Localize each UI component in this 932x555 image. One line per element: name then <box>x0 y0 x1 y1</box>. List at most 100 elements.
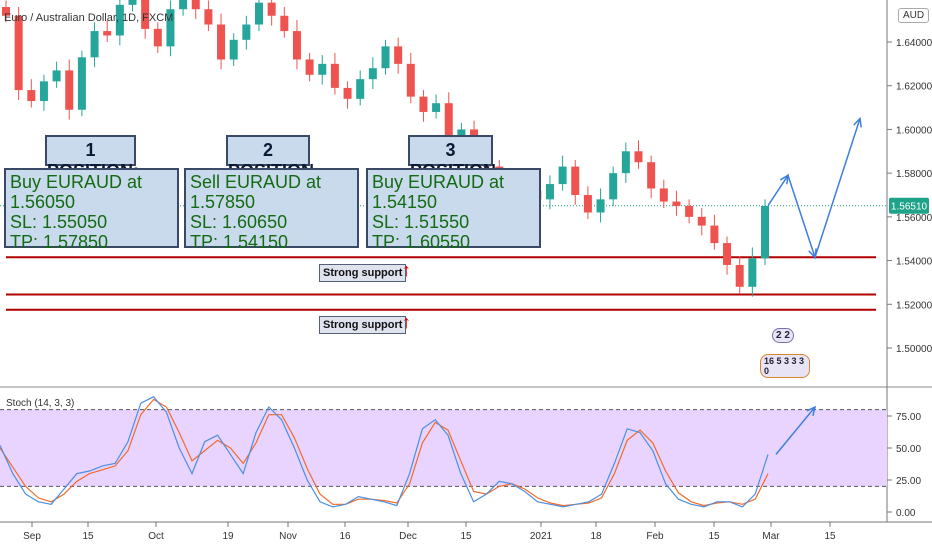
projection-path <box>767 118 861 260</box>
candle-body <box>368 68 377 80</box>
position-1-title: 1 POSITION: <box>45 135 139 181</box>
candle-body <box>659 188 668 202</box>
candle-body <box>280 15 289 32</box>
time-tick-label: 15 <box>708 531 720 542</box>
candle-body <box>710 225 719 244</box>
stoch-tick-label: 50.00 <box>896 444 921 455</box>
candle-body <box>647 162 656 189</box>
candle-body <box>571 166 580 195</box>
candle-body <box>343 87 352 99</box>
price-tick-label: 1.58000 <box>896 169 932 180</box>
candle-body <box>457 129 466 141</box>
position-3-box: Buy EURAUD at 1.54150 SL: 1.51550 TP: 1.… <box>366 168 541 252</box>
time-tick-label: Nov <box>279 531 297 542</box>
event-marker-row-2: 16 5 3 3 3 0 <box>760 354 810 378</box>
candle-body <box>432 103 441 112</box>
candle-body <box>609 173 618 200</box>
position-3-tp: TP: 1.60550 <box>372 232 471 252</box>
time-tick-label: 16 <box>339 531 351 542</box>
position-3-entry: Buy EURAUD at 1.54150 <box>372 172 505 212</box>
stoch-d-line <box>0 398 769 507</box>
candle-body <box>52 70 61 82</box>
projection-arrowhead <box>853 116 862 128</box>
stoch-tick-label: 25.00 <box>896 476 921 487</box>
price-tick-label: 1.60000 <box>896 125 932 136</box>
candle-body <box>697 216 706 226</box>
candle-body <box>381 46 390 69</box>
candle-body <box>444 103 453 141</box>
position-2-box: Sell EURAUD at 1.57850 SL: 1.60650 TP: 1… <box>184 168 359 252</box>
support-label-lower: Strong support <box>319 316 407 334</box>
candle-body <box>77 57 86 110</box>
time-tick-label: Dec <box>399 531 417 542</box>
position-2-sl: SL: 1.60650 <box>190 212 288 232</box>
price-tick-label: 1.50000 <box>896 344 932 355</box>
time-tick-label: Oct <box>148 531 164 542</box>
candle-body <box>318 63 327 75</box>
price-tick-label: 1.62000 <box>896 82 932 93</box>
candle-body <box>65 70 74 110</box>
candle-body <box>128 0 137 5</box>
currency-badge[interactable]: AUD <box>898 8 930 23</box>
position-1-entry: Buy EURAUD at 1.56050 <box>10 172 143 212</box>
candle-body <box>406 63 415 97</box>
current-price-marker <box>889 197 929 214</box>
time-tick-label: 15 <box>824 531 836 542</box>
candle-body <box>735 264 744 287</box>
candle-body <box>545 184 554 200</box>
candle-body <box>27 90 36 102</box>
candle-body <box>596 199 605 213</box>
event-markers[interactable]: 2 2 16 5 3 3 3 0 <box>760 328 810 384</box>
candle-body <box>394 46 403 64</box>
candle-body <box>2 7 10 16</box>
candle-body <box>242 24 251 40</box>
candle-body <box>558 166 567 185</box>
support-arrow-up-icon: ↑ <box>402 312 411 332</box>
candle-body <box>191 0 200 10</box>
candle-body <box>255 2 263 25</box>
candle-body <box>90 31 99 58</box>
candle-body <box>292 31 301 60</box>
position-1-sl: SL: 1.55050 <box>10 212 108 232</box>
candle-body <box>103 31 112 36</box>
candle-body <box>204 9 213 25</box>
position-1-box: Buy EURAUD at 1.56050 SL: 1.55050 TP: 1.… <box>4 168 179 252</box>
stoch-k-line <box>0 396 769 508</box>
time-tick-label: 15 <box>82 531 94 542</box>
candle-body <box>761 205 769 259</box>
support-arrow-up-icon: ↑ <box>402 260 411 280</box>
time-tick-label: Feb <box>646 531 664 542</box>
event-marker-row-1: 2 2 <box>772 328 794 343</box>
candle-body <box>685 205 694 217</box>
stoch-projection-arrow <box>775 406 816 455</box>
time-tick-label: 2021 <box>530 531 553 542</box>
projection-arrowhead <box>779 173 789 185</box>
candle-body <box>217 24 226 60</box>
candle-body <box>115 4 124 36</box>
position-3-sl: SL: 1.51550 <box>372 212 470 232</box>
time-tick-label: 18 <box>590 531 602 542</box>
price-tick-label: 1.64000 <box>896 38 932 49</box>
price-tick-label: 1.54000 <box>896 257 932 268</box>
candle-body <box>583 195 592 213</box>
time-tick-label: 19 <box>222 531 234 542</box>
time-tick-label: 15 <box>460 531 472 542</box>
candle-body <box>723 243 732 265</box>
position-3-title: 3 POSITION <box>408 135 496 181</box>
candle-body <box>267 2 276 16</box>
position-2-entry: Sell EURAUD at 1.57850 <box>190 172 322 212</box>
candle-body <box>141 0 150 29</box>
price-tick-label: 1.52000 <box>896 300 932 311</box>
candle-body <box>419 96 428 112</box>
position-2-title: 2 POSITION <box>226 135 314 181</box>
candle-body <box>229 39 238 60</box>
candle-body <box>166 9 175 47</box>
candle-body <box>621 151 630 174</box>
candle-body <box>39 81 48 102</box>
time-tick-label: Mar <box>762 531 780 542</box>
candle-body <box>330 63 339 88</box>
candle-body <box>672 201 681 206</box>
symbol-title: Euro / Australian Dollar, 1D, FXCM <box>4 12 174 24</box>
